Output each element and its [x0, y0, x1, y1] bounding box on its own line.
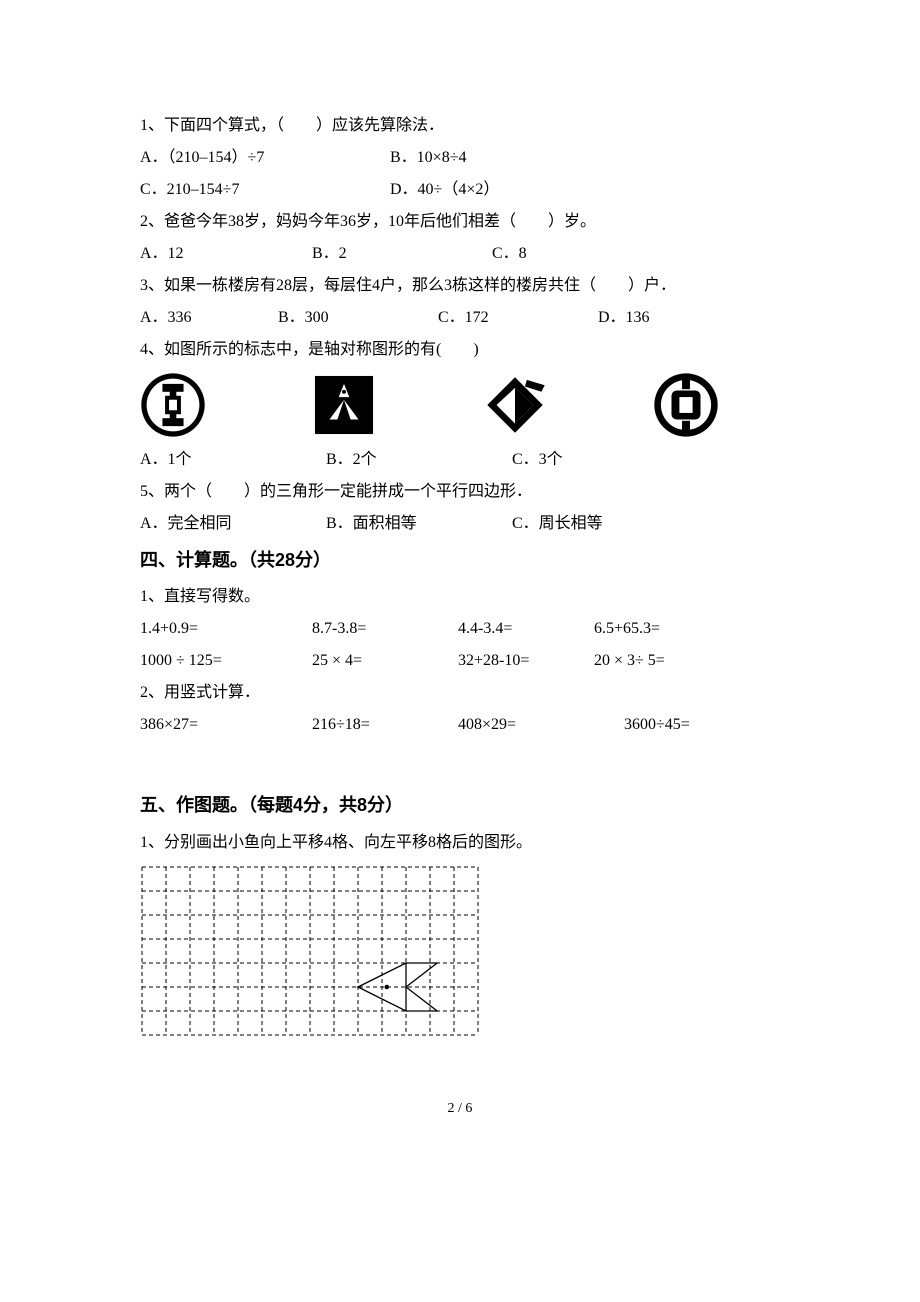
q1-stem: 1、下面四个算式，（ ）应该先算除法． [140, 110, 780, 142]
q5-stem: 5、两个（ ）的三角形一定能拼成一个平行四边形． [140, 476, 780, 508]
calc-r2c1: 1000 ÷ 125= [140, 645, 312, 677]
page-number: 2 / 6 [140, 1101, 780, 1117]
logo-square-icon [311, 372, 377, 438]
q4-stem: 4、如图所示的标志中，是轴对称图形的有( ) [140, 334, 780, 366]
section4-p1: 1、直接写得数。 [140, 581, 780, 613]
calc-r1c3: 4.4-3.4= [458, 613, 594, 645]
q4-logos [140, 366, 780, 444]
q4-opt-b: B．2个 [326, 444, 512, 476]
q4-opt-c: C．3个 [512, 444, 563, 476]
q2-opt-c: C．8 [492, 238, 527, 270]
section5-p1: 1、分别画出小鱼向上平移4格、向左平移8格后的图形。 [140, 827, 780, 859]
q3-opt-c: C．172 [438, 302, 598, 334]
logo-icbc-icon [140, 372, 206, 438]
logo-boc-icon [653, 372, 719, 438]
grid-svg [140, 865, 488, 1041]
calc-r1c1: 1.4+0.9= [140, 613, 312, 645]
calc-r2c3: 32+28-10= [458, 645, 594, 677]
calc-r1c2: 8.7-3.8= [312, 613, 458, 645]
q5-opt-a: A．完全相同 [140, 508, 326, 540]
calc-r3c3: 408×29= [458, 709, 624, 741]
calc-r3c1: 386×27= [140, 709, 312, 741]
calc-r3c4: 3600÷45= [624, 709, 690, 741]
q2-opt-b: B．2 [312, 238, 492, 270]
q1-opt-c: C．210‒154÷7 [140, 174, 390, 206]
q2-opt-a: A．12 [140, 238, 312, 270]
q3-opt-a: A．336 [140, 302, 278, 334]
q3-stem: 3、如果一栋楼房有28层，每层住4户，那么3栋这样的楼房共住（ ）户． [140, 270, 780, 302]
q4-opt-a: A．1个 [140, 444, 326, 476]
section4-p2: 2、用竖式计算． [140, 677, 780, 709]
q3-opt-b: B．300 [278, 302, 438, 334]
grid-figure [140, 865, 488, 1041]
calc-r3c2: 216÷18= [312, 709, 458, 741]
calc-r2c4: 20 × 3÷ 5= [594, 645, 665, 677]
q3-opt-d: D．136 [598, 302, 650, 334]
logo-ccb-icon [482, 372, 548, 438]
q5-opt-c: C．周长相等 [512, 508, 603, 540]
q1-opt-d: D．40÷（4×2） [390, 174, 499, 206]
q1-opt-b: B．10×8÷4 [390, 142, 466, 174]
calc-r2c2: 25 × 4= [312, 645, 458, 677]
section5-title: 五、作图题。（每题4分，共8分） [140, 785, 780, 826]
q1-opt-a: A．（210‒154）÷7 [140, 142, 390, 174]
q5-opt-b: B．面积相等 [326, 508, 512, 540]
section4-title: 四、计算题。（共28分） [140, 540, 780, 581]
calc-r1c4: 6.5+65.3= [594, 613, 660, 645]
q2-stem: 2、爸爸今年38岁，妈妈今年36岁，10年后他们相差（ ）岁。 [140, 206, 780, 238]
